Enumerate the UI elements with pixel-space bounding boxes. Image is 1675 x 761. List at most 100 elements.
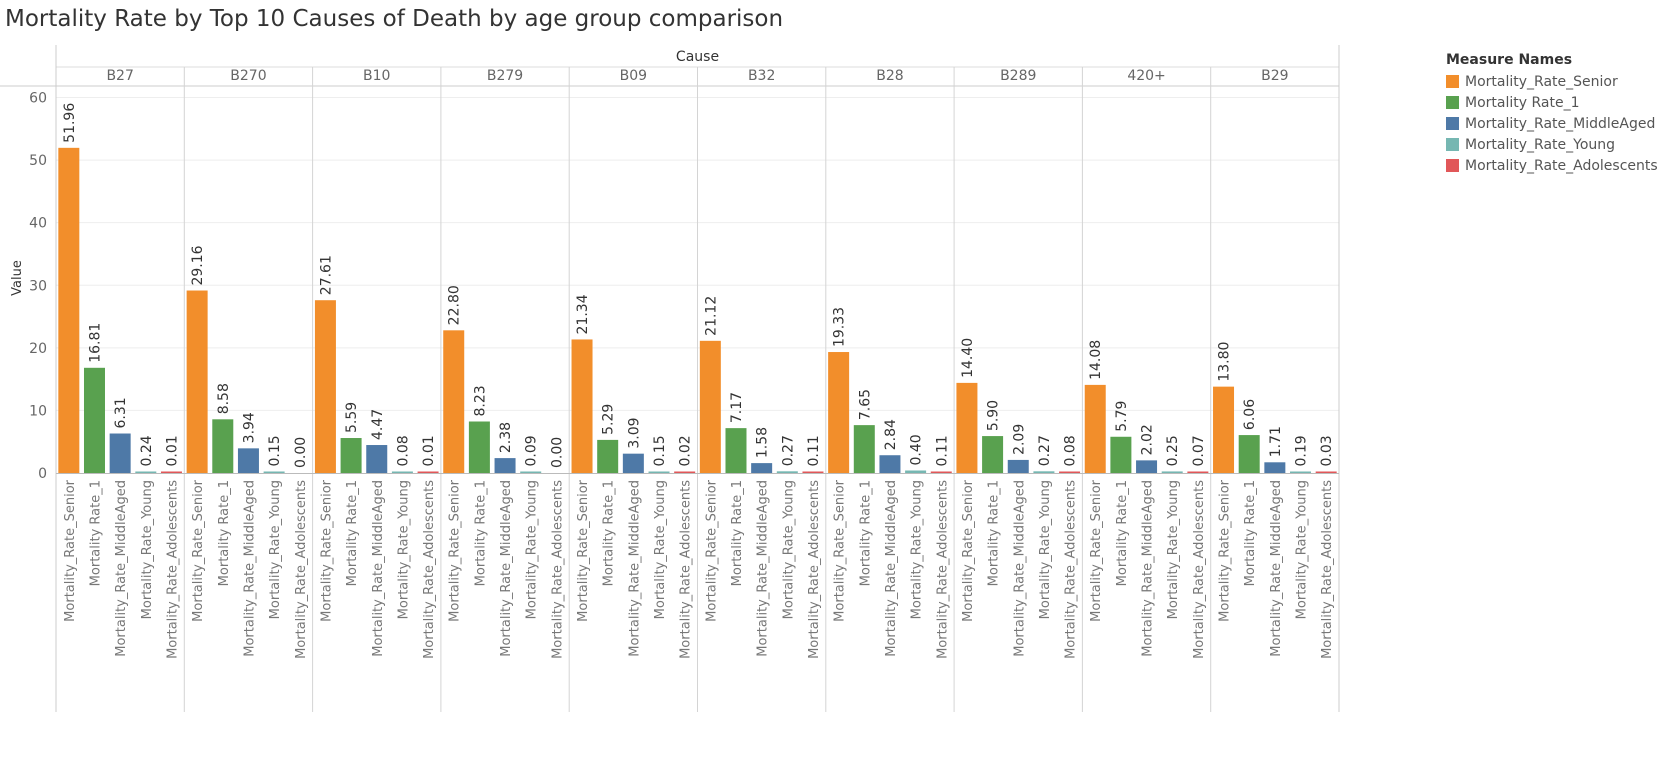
bar: [725, 428, 747, 473]
bar: [135, 471, 157, 473]
x-tick-label: Mortality_Rate_Young: [268, 480, 283, 619]
legend-item[interactable]: Mortality_Rate_Young: [1446, 134, 1658, 155]
chart-title: Mortality Rate by Top 10 Causes of Death…: [5, 6, 784, 32]
bar: [58, 147, 80, 473]
bar: [776, 471, 798, 473]
bar: [1264, 462, 1286, 473]
data-label: 0.07: [1191, 435, 1207, 466]
data-label: 6.31: [113, 397, 129, 428]
legend-swatch: [1446, 75, 1459, 88]
y-tick-label: 10: [29, 403, 47, 419]
bar: [212, 419, 234, 473]
data-label: 5.79: [1114, 401, 1130, 432]
x-tick-label: Mortality_Rate_Senior: [961, 479, 976, 621]
bar: [1059, 471, 1081, 473]
bar: [160, 471, 182, 473]
bar: [1290, 471, 1312, 473]
bar: [1084, 384, 1106, 473]
data-label: 8.23: [472, 385, 488, 416]
legend-item[interactable]: Mortality Rate_1: [1446, 92, 1658, 113]
x-tick-label: Mortality Rate_1: [602, 480, 617, 586]
legend-item[interactable]: Mortality_Rate_Adolescents: [1446, 155, 1658, 176]
data-label: 29.16: [190, 245, 206, 285]
bar: [443, 330, 465, 473]
bar: [417, 471, 439, 473]
bar: [930, 471, 952, 473]
x-tick-label: Mortality Rate_1: [858, 480, 873, 586]
x-tick-label: Mortality_Rate_Adolescents: [294, 480, 309, 659]
bar: [853, 425, 875, 473]
x-tick-label: Mortality_Rate_Senior: [448, 479, 463, 621]
data-label: 0.24: [139, 435, 155, 466]
data-label: 0.08: [395, 435, 411, 466]
x-tick-label: Mortality Rate_1: [88, 480, 103, 586]
bar: [109, 433, 131, 473]
x-tick-label: Mortality_Rate_Young: [525, 480, 540, 619]
data-label: 0.25: [1165, 435, 1181, 466]
x-tick-label: Mortality_Rate_Adolescents: [1192, 480, 1207, 659]
category-header: B27: [106, 68, 133, 84]
x-tick-label: Mortality Rate_1: [1115, 480, 1130, 586]
bar: [1033, 471, 1055, 473]
legend-label: Mortality_Rate_Young: [1465, 136, 1616, 153]
legend-item[interactable]: Mortality_Rate_MiddleAged: [1446, 113, 1658, 134]
data-label: 0.00: [549, 437, 565, 468]
x-tick-label: Mortality_Rate_Senior: [319, 479, 334, 621]
data-label: 0.11: [806, 435, 822, 466]
data-label: 51.96: [62, 103, 78, 143]
bar: [520, 471, 542, 473]
data-label: 1.71: [1268, 426, 1284, 457]
bar: [597, 439, 619, 473]
legend-title: Measure Names: [1446, 52, 1573, 68]
legend-label: Mortality_Rate_MiddleAged: [1465, 115, 1656, 132]
legend-item[interactable]: Mortality_Rate_Senior: [1446, 71, 1658, 92]
bar: [1007, 459, 1029, 473]
data-label: 4.47: [370, 409, 386, 440]
data-label: 0.03: [1319, 435, 1335, 466]
x-tick-label: Mortality_Rate_MiddleAged: [114, 480, 129, 657]
bar: [391, 471, 413, 473]
data-label: 3.94: [241, 412, 257, 443]
bar: [1213, 386, 1235, 473]
x-tick-label: Mortality_Rate_Senior: [576, 479, 591, 621]
x-tick-label: Mortality_Rate_Senior: [191, 479, 206, 621]
x-axis-labels: Mortality_Rate_Senior Mortality Rate_1 Mor…: [63, 479, 1335, 659]
legend-label: Mortality_Rate_Adolescents: [1465, 157, 1658, 174]
data-label: 8.58: [216, 383, 232, 414]
data-label: 0.15: [267, 435, 283, 466]
x-tick-label: Mortality_Rate_Senior: [833, 479, 848, 621]
data-label: 0.40: [909, 434, 925, 465]
y-tick-label: 60: [29, 91, 47, 107]
data-label: 2.38: [498, 422, 514, 453]
y-tick-label: 50: [29, 153, 47, 169]
bar: [1161, 471, 1183, 473]
data-labels: 51.96 16.81 6.31 0.24 0.01 29.16 8.58 3.94 0.15 0…: [62, 103, 1335, 468]
x-tick-label: Mortality Rate_1: [1243, 480, 1258, 586]
category-header: 420+: [1127, 68, 1165, 84]
bar: [314, 300, 336, 473]
bar: [828, 352, 850, 473]
bar: [956, 382, 978, 473]
data-label: 0.27: [1037, 435, 1053, 466]
x-tick-label: Mortality_Rate_Adolescents: [679, 480, 694, 659]
x-tick-label: Mortality_Rate_MiddleAged: [371, 480, 386, 657]
data-label: 16.81: [87, 323, 103, 363]
bar: [982, 436, 1004, 473]
data-label: 0.01: [421, 435, 437, 466]
category-header: B29: [1261, 68, 1288, 84]
x-tick-label: Mortality_Rate_Senior: [63, 479, 78, 621]
category-header: B289: [1000, 68, 1036, 84]
bar: [468, 421, 490, 473]
bar: [879, 455, 901, 473]
bar: [674, 471, 696, 473]
data-label: 13.80: [1217, 342, 1233, 382]
x-tick-label: Mortality Rate_1: [217, 480, 232, 586]
legend: Measure Names Mortality_Rate_Senior Morta…: [1446, 52, 1658, 176]
y-tick-label: 40: [29, 216, 47, 232]
bar: [751, 463, 773, 473]
bar: [186, 290, 208, 473]
bar: [699, 340, 721, 473]
x-tick-label: Mortality_Rate_Adolescents: [1320, 480, 1335, 659]
category-header: B28: [876, 68, 903, 84]
